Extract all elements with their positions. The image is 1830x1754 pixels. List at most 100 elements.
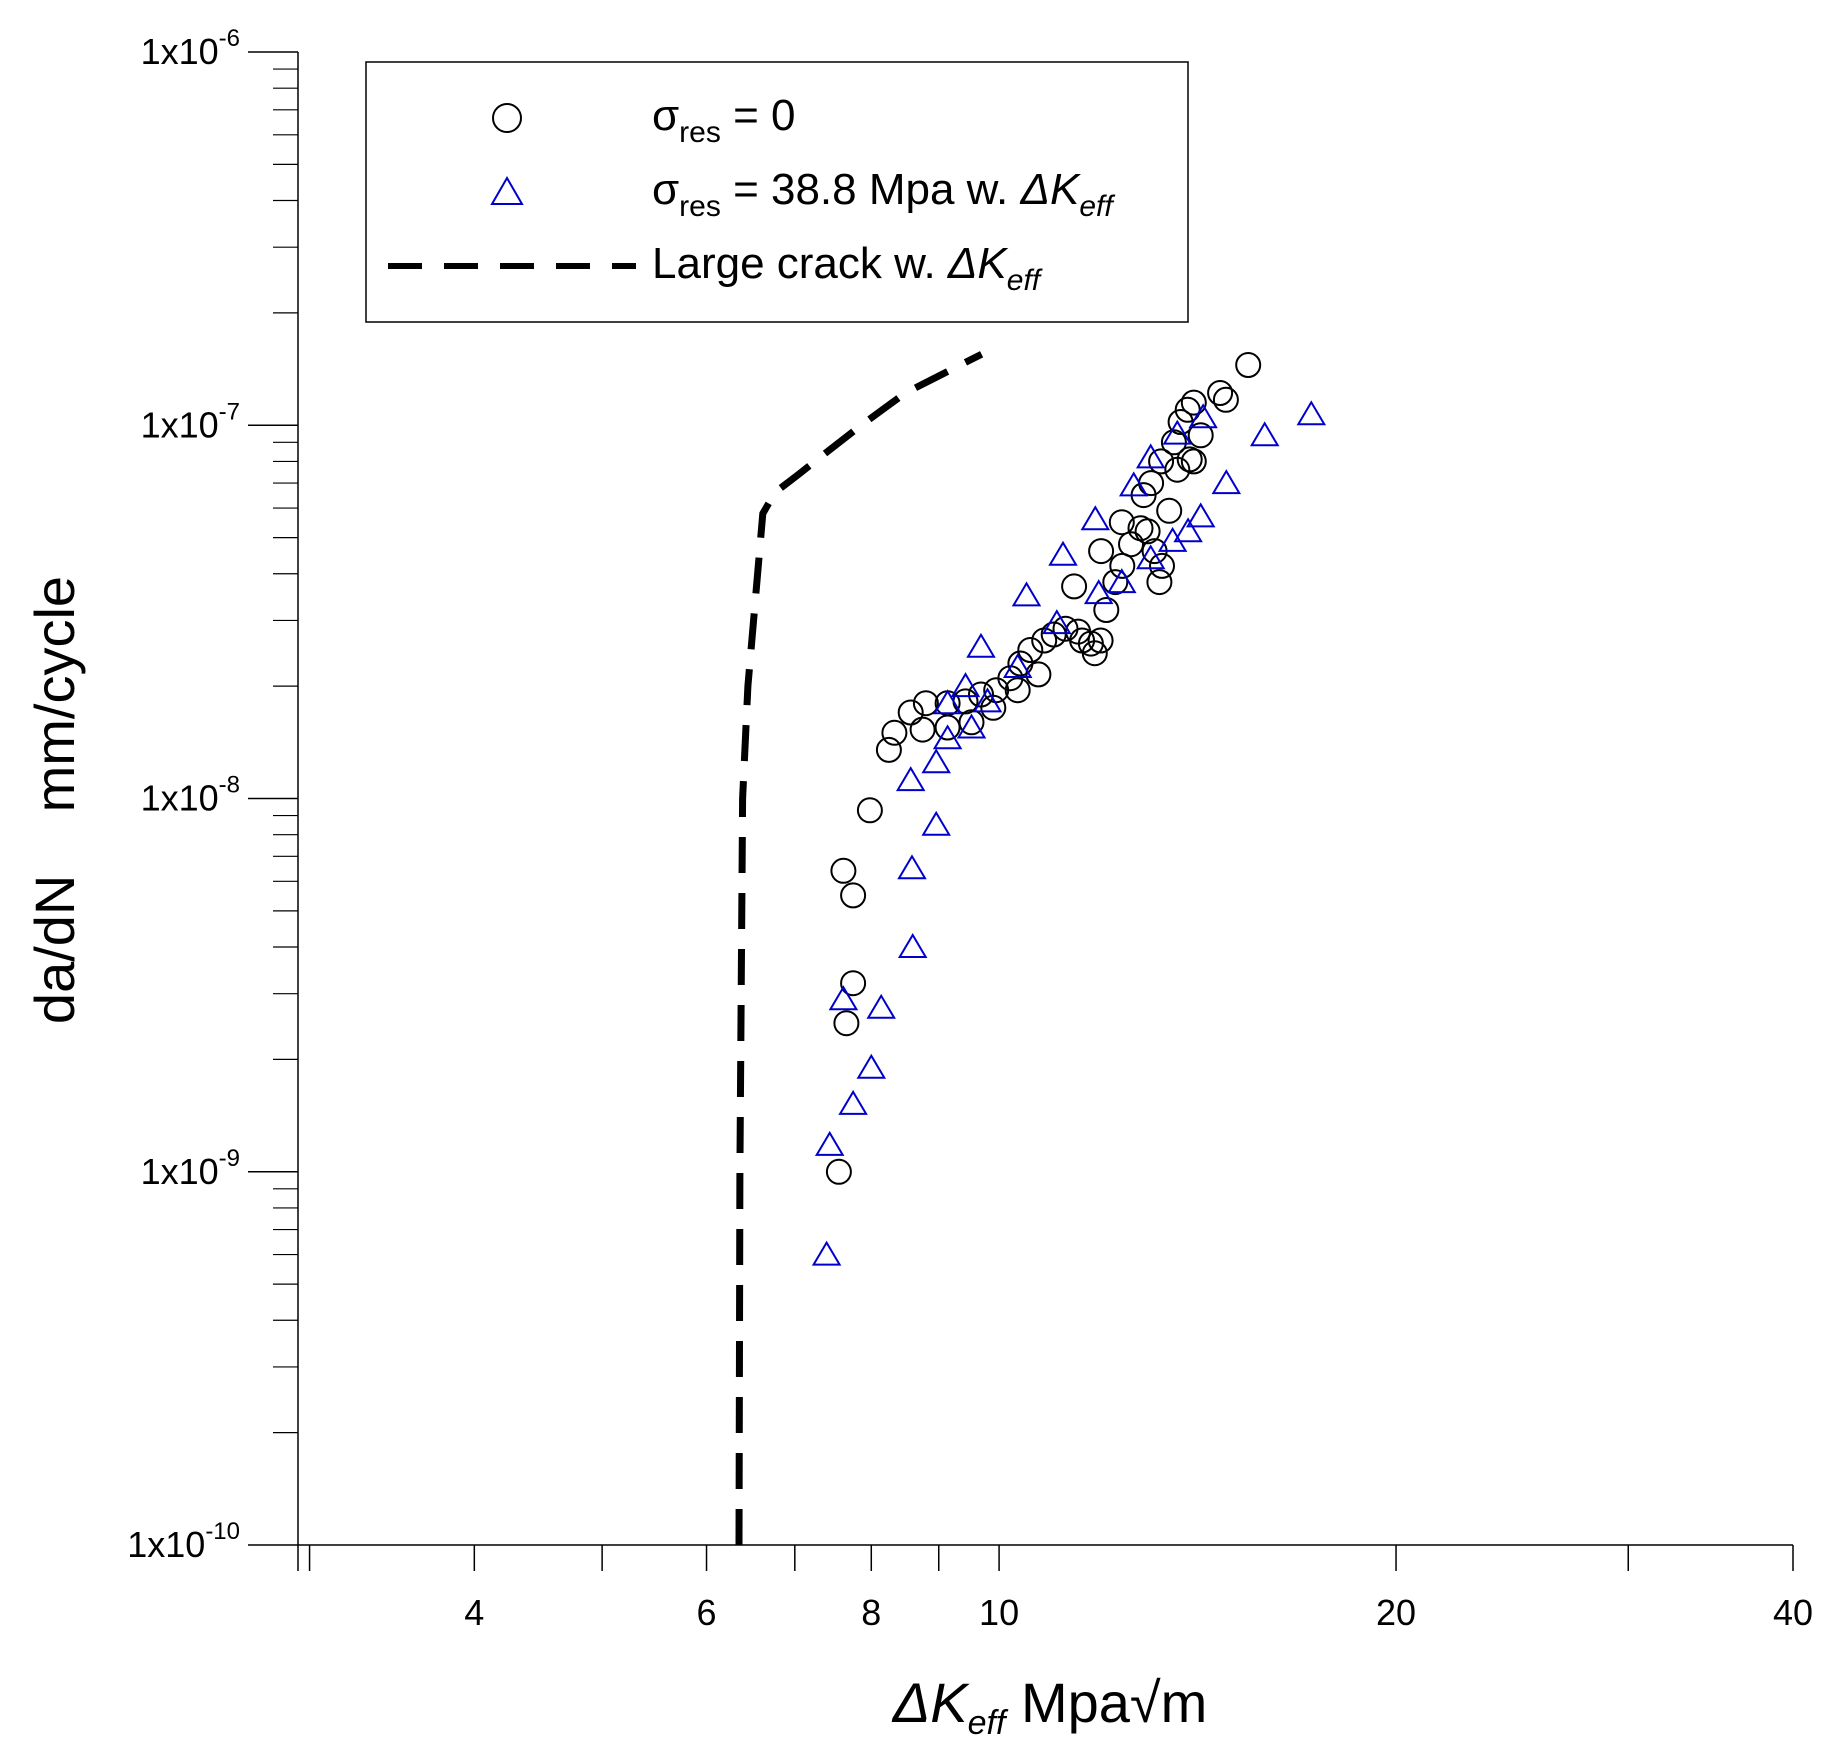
- legend: σres = 0 σres = 38.8 Mpa w. ΔKeff Large …: [365, 61, 1189, 323]
- y-axis-title-unit: mm/cycle: [23, 576, 86, 812]
- large-crack-dashed-line: [735, 351, 984, 1546]
- x-axis-title: ΔKeff Mpa√m: [891, 1671, 1208, 1742]
- x-tick-label: 40: [1773, 1592, 1813, 1633]
- circle-point: [1025, 661, 1052, 688]
- triangle-point: [921, 748, 951, 774]
- legend-entry-circle: σres = 0: [652, 91, 795, 149]
- legend-circle-marker: [492, 103, 522, 133]
- series-circle: [825, 352, 1262, 1185]
- circle-point: [1148, 448, 1175, 475]
- x-tick-label: 6: [697, 1592, 717, 1633]
- triangle-point: [828, 985, 859, 1011]
- circle-point: [1118, 531, 1144, 558]
- circle-point: [1235, 352, 1262, 378]
- x-axis-title-delta-k: ΔK: [891, 1671, 971, 1734]
- triangle-point: [814, 1130, 845, 1156]
- y-axis-title-quantity: da/dN: [23, 875, 86, 1024]
- triangle-point: [1135, 544, 1166, 570]
- triangle-point: [1296, 400, 1327, 426]
- triangle-point: [921, 810, 951, 836]
- axes: 1x10-6 1x10-7 1x10-8 1x10-9 1x10-10 4 6 8 10 20 40: [127, 25, 1813, 1633]
- circle-point: [1088, 538, 1115, 565]
- circle-point: [980, 694, 1007, 721]
- triangle-point: [1042, 609, 1072, 635]
- legend-entry-dashed: Large crack w. ΔKeff: [652, 239, 1043, 297]
- triangle-point: [956, 713, 987, 739]
- triangle-point: [966, 632, 996, 658]
- circle-point: [1149, 552, 1175, 579]
- triangle-point: [1002, 653, 1033, 678]
- circle-point: [825, 1158, 852, 1185]
- plot-area: [735, 351, 1327, 1546]
- triangle-point: [811, 1240, 842, 1266]
- x-axis-title-sqrt-arg: m: [1161, 1671, 1208, 1734]
- circle-point: [1108, 509, 1135, 536]
- x-tick-label: 10: [979, 1592, 1019, 1633]
- triangle-point: [1135, 443, 1166, 469]
- circle-point: [833, 1010, 860, 1037]
- triangle-point: [1173, 517, 1203, 543]
- circle-point: [958, 709, 985, 736]
- circle-point: [1061, 573, 1088, 600]
- circle-point: [1017, 637, 1044, 663]
- triangle-point: [895, 766, 926, 792]
- y-tick-label: 1x10-7: [141, 398, 240, 445]
- triangle-point: [897, 933, 928, 958]
- circle-point: [1081, 640, 1108, 667]
- circle-point: [1102, 569, 1129, 596]
- circle-point: [909, 716, 936, 743]
- circle-point: [1087, 627, 1114, 654]
- triangle-point: [1083, 579, 1114, 605]
- triangle-point: [1157, 526, 1188, 552]
- triangle-point: [1188, 403, 1218, 429]
- x-tick-label: 4: [464, 1592, 484, 1633]
- circle-point: [830, 857, 857, 884]
- circle-point: [881, 719, 908, 746]
- triangle-point: [932, 724, 963, 750]
- circle-point: [1156, 497, 1183, 524]
- circle-point: [1004, 677, 1031, 704]
- series-dashed-line: [735, 351, 984, 1546]
- triangle-point: [1185, 502, 1216, 528]
- triangle-point: [950, 672, 981, 698]
- circle-point: [912, 690, 939, 717]
- circle-point: [840, 970, 867, 997]
- x-axis-title-unit: Mpa: [1021, 1671, 1131, 1734]
- circle-point: [1180, 389, 1207, 416]
- triangle-point: [1107, 568, 1137, 594]
- triangle-point: [1162, 419, 1193, 445]
- circle-point: [1176, 446, 1203, 473]
- triangle-point: [1249, 421, 1280, 447]
- triangle-point: [1080, 505, 1111, 531]
- triangle-point: [866, 993, 896, 1019]
- triangle-point: [972, 687, 1003, 713]
- x-axis-title-sub: eff: [968, 1704, 1009, 1742]
- y-tick-label: 1x10-10: [127, 1518, 240, 1565]
- y-tick-label: 1x10-9: [141, 1145, 240, 1192]
- circle-point: [1134, 518, 1161, 545]
- triangle-point: [932, 689, 963, 715]
- circle-point: [1093, 597, 1120, 623]
- circle-point: [1109, 552, 1136, 579]
- triangle-point: [897, 854, 927, 880]
- x-tick-label: 8: [861, 1592, 881, 1633]
- triangle-point: [856, 1053, 887, 1079]
- circle-point: [875, 736, 902, 763]
- legend-entry-triangle: σres = 38.8 Mpa w. ΔKeff: [652, 165, 1115, 223]
- x-axis-title-sqrt: √: [1130, 1671, 1161, 1734]
- circle-point: [1187, 422, 1214, 449]
- circle-point: [1180, 448, 1207, 475]
- circle-point: [1146, 569, 1173, 596]
- legend-triangle-marker: [490, 175, 524, 205]
- triangle-point: [838, 1089, 868, 1115]
- triangle-point: [1118, 471, 1149, 497]
- y-axis-title: da/dN mm/cycle: [23, 576, 86, 1024]
- circle-point: [1212, 386, 1239, 413]
- y-tick-label: 1x10-6: [141, 25, 240, 72]
- circle-point: [840, 882, 867, 909]
- circle-point: [1160, 429, 1187, 456]
- circle-point: [856, 797, 883, 824]
- triangle-point: [1048, 540, 1078, 566]
- x-tick-label: 20: [1376, 1592, 1416, 1633]
